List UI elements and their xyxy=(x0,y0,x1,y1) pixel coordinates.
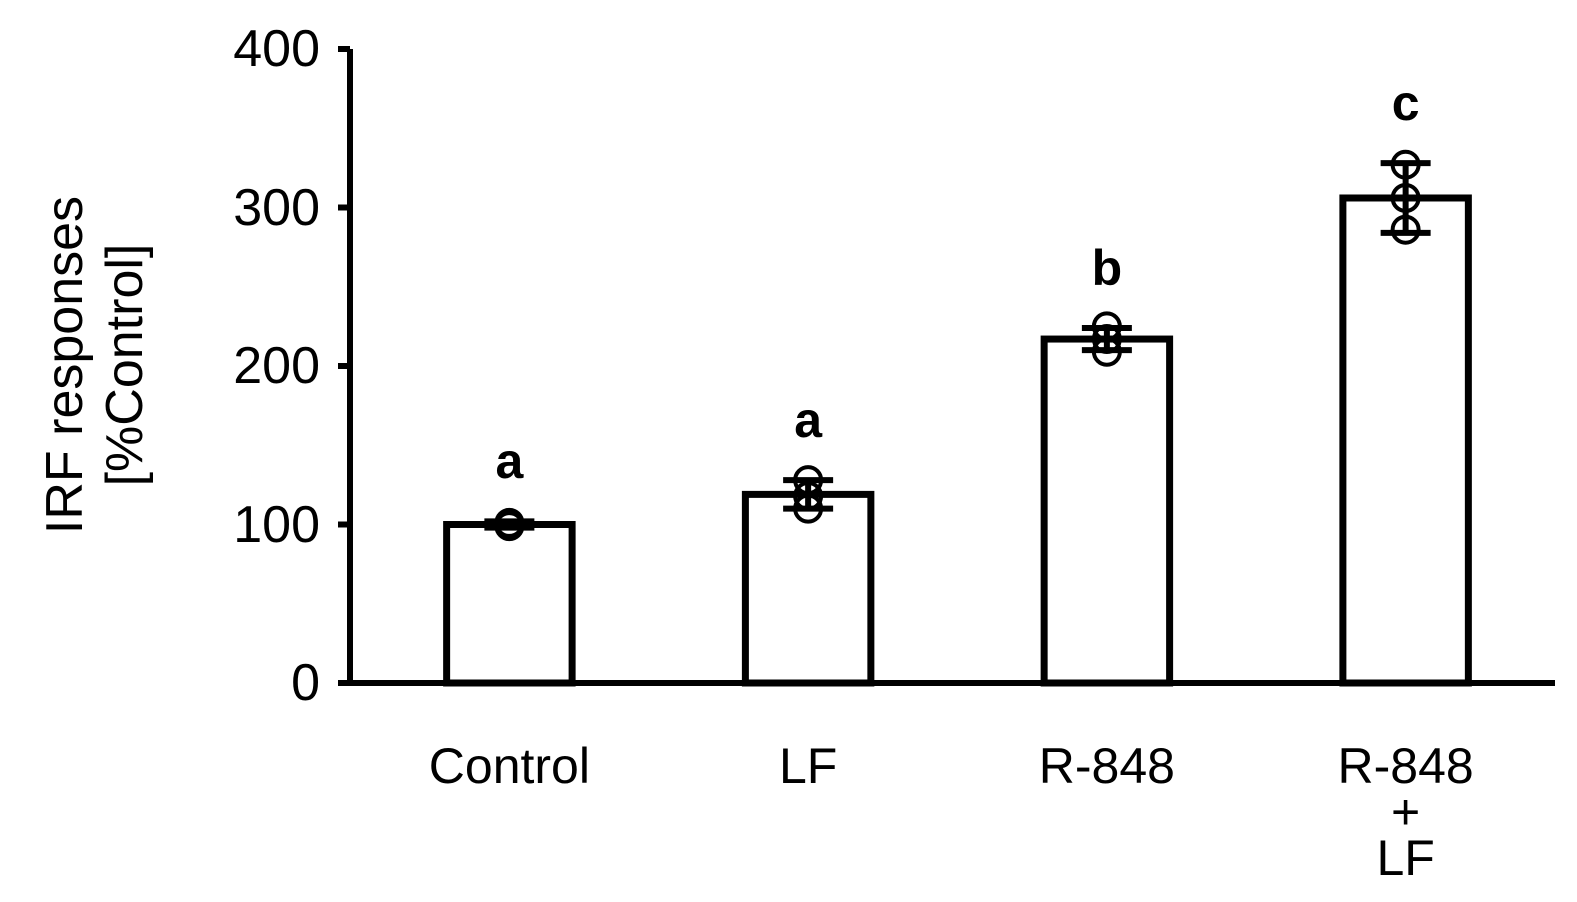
y-tick-label: 400 xyxy=(233,20,320,78)
data-point xyxy=(1390,149,1421,180)
significance-letter: a xyxy=(495,433,524,490)
x-tick-label: LF xyxy=(778,738,838,794)
bar xyxy=(443,521,576,687)
data-point xyxy=(1390,182,1421,213)
data-point xyxy=(793,480,824,511)
significance-letter: c xyxy=(1391,75,1420,132)
y-tick-label: 0 xyxy=(291,654,320,712)
y-tick-label: 200 xyxy=(233,337,320,395)
data-point xyxy=(1390,214,1421,245)
bar xyxy=(741,490,875,687)
x-tick-label: R-848 xyxy=(1038,738,1175,794)
significance-letter: a xyxy=(794,392,823,449)
data-point xyxy=(494,507,525,538)
x-tick-label: Control xyxy=(428,738,590,794)
bar xyxy=(1040,335,1174,687)
significance-letter: b xyxy=(1091,239,1123,296)
bar xyxy=(1339,194,1472,687)
data-point xyxy=(793,493,824,524)
error-bar xyxy=(1380,160,1431,236)
y-tick-label: 100 xyxy=(233,495,320,554)
error-bar xyxy=(484,518,535,531)
data-point xyxy=(1091,311,1122,342)
y-tick-label: 300 xyxy=(233,178,320,237)
x-tick-label: R-848 + LF xyxy=(1337,738,1474,886)
data-point xyxy=(1091,324,1122,355)
data-point xyxy=(793,465,824,496)
